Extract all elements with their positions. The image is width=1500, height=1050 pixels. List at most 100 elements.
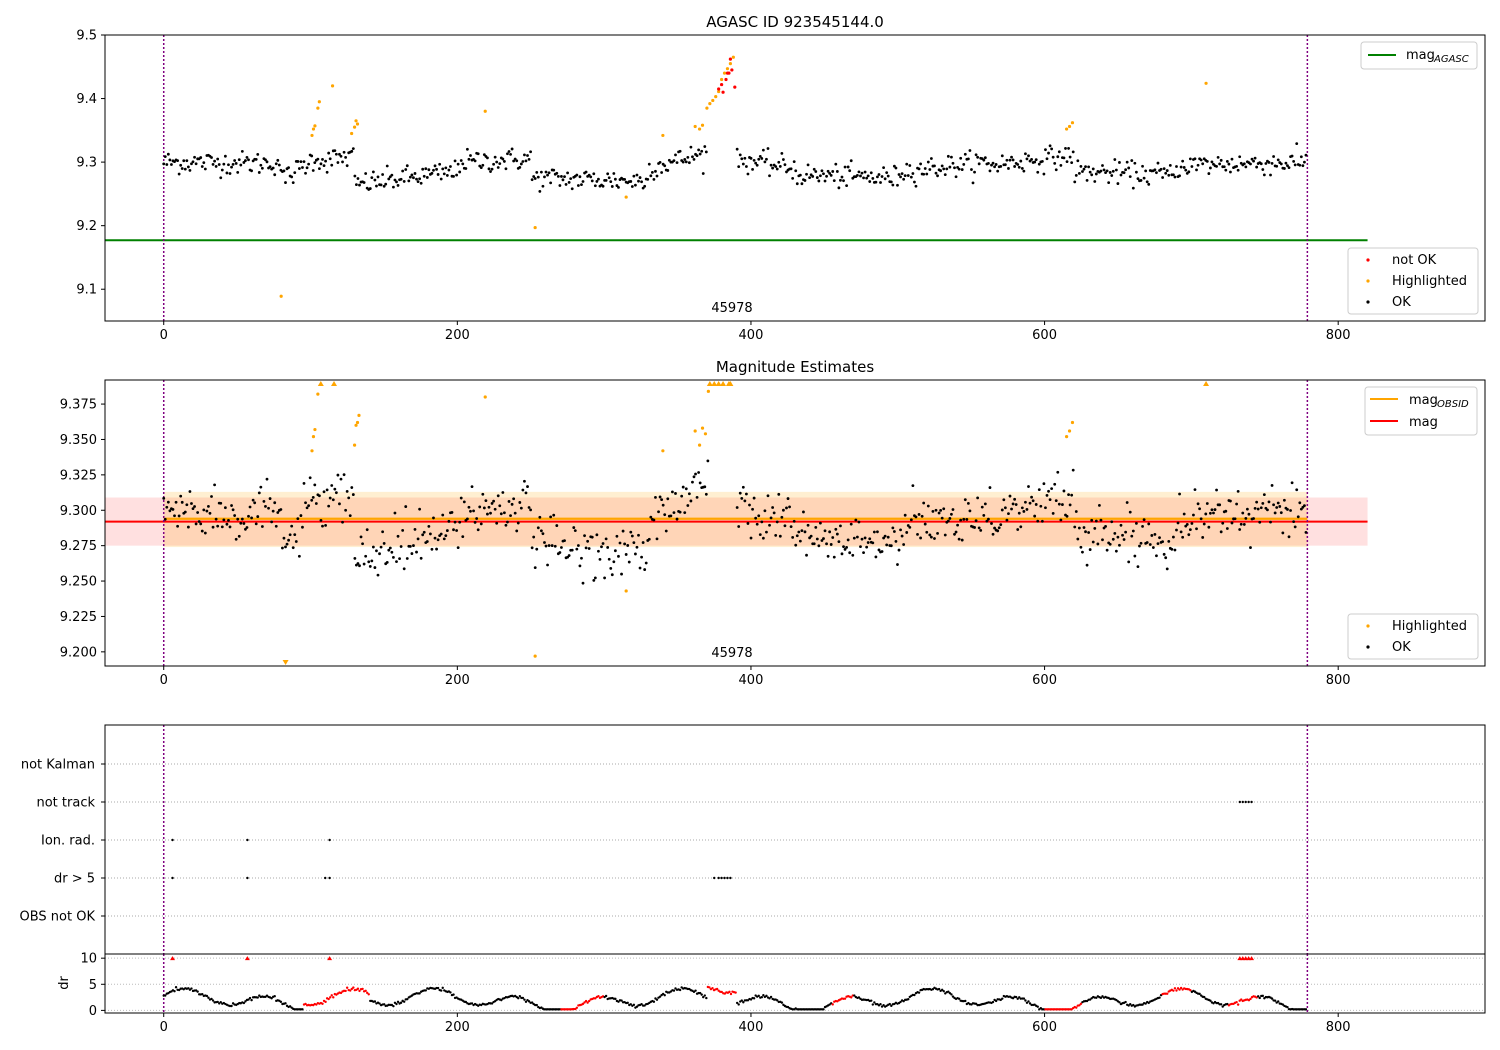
ok-point [1290, 481, 1294, 485]
ok-point [533, 566, 537, 570]
ok-point [339, 477, 343, 481]
ok-point [1088, 170, 1092, 174]
flag-category-label: not Kalman [21, 758, 95, 773]
y-tick-label: 9.225 [60, 610, 97, 625]
ok-point [1171, 535, 1175, 539]
ok-point [1108, 171, 1112, 174]
ok-point [1270, 484, 1274, 487]
ok-point [1242, 162, 1246, 166]
ok-point [592, 579, 596, 582]
ok-point [968, 149, 972, 152]
ok-point [1293, 163, 1297, 167]
ok-point [227, 518, 230, 522]
ok-point [1121, 533, 1124, 537]
ok-point [256, 515, 260, 518]
ok-point [946, 519, 950, 523]
ok-point [905, 162, 909, 166]
ok-point [1175, 165, 1178, 168]
highlighted-point [714, 95, 718, 99]
ok-point [287, 166, 290, 170]
ok-point [906, 174, 910, 177]
ok-point [225, 522, 229, 526]
ok-point [638, 566, 642, 570]
dr-point [406, 997, 409, 1001]
dr-point [614, 997, 617, 1001]
ok-point [939, 508, 943, 512]
ok-point [176, 524, 179, 528]
highlighted-point [316, 106, 320, 110]
ok-point [188, 490, 192, 493]
ok-point [597, 549, 600, 553]
ok-point [1057, 502, 1061, 506]
ok-point [419, 556, 423, 560]
ok-point [163, 517, 167, 521]
ok-point [506, 520, 509, 524]
ok-point [271, 509, 275, 513]
flag-point [1244, 800, 1247, 804]
ok-point [835, 170, 839, 173]
ok-point [1010, 155, 1013, 159]
ok-point [694, 472, 697, 476]
dr-point [284, 1002, 287, 1005]
dr-point [439, 989, 443, 992]
ok-point [1113, 531, 1117, 535]
ok-point [549, 181, 553, 185]
ok-point [640, 180, 643, 184]
dr-point [279, 1000, 283, 1004]
ok-point [606, 172, 610, 176]
ok-point [1042, 482, 1046, 486]
ok-point [896, 183, 899, 187]
ok-point [339, 154, 343, 158]
ok-point [362, 562, 366, 566]
ok-point [840, 175, 844, 179]
ok-point [1040, 159, 1044, 163]
ok-point [842, 179, 845, 183]
ok-point [647, 162, 651, 166]
ok-point [1037, 162, 1041, 166]
ok-point [1062, 489, 1066, 493]
highlighted-point [352, 443, 357, 447]
ok-point [1153, 168, 1157, 172]
ok-point [486, 512, 489, 516]
ok-point [1133, 161, 1137, 165]
ok-point [401, 169, 405, 173]
dr-point [518, 995, 522, 998]
ok-point [307, 504, 311, 508]
ok-point [1188, 528, 1192, 532]
panel-1-legend-upper: mag AGASC [1360, 41, 1478, 70]
ok-point [392, 185, 395, 189]
ok-point [772, 511, 776, 515]
ok-point [1289, 509, 1292, 512]
ok-point [210, 156, 213, 159]
dr-point [164, 994, 167, 997]
ok-point [268, 165, 272, 169]
ok-point [1064, 147, 1067, 150]
dr-point [931, 988, 935, 991]
ok-point [684, 160, 688, 164]
ok-point [381, 173, 385, 176]
ok-point [1005, 158, 1009, 162]
dr-point [1025, 1001, 1029, 1005]
ok-point [814, 170, 818, 173]
ok-point [1016, 528, 1020, 531]
ok-point [763, 509, 767, 513]
ok-point [220, 168, 224, 172]
ok-point [536, 175, 540, 179]
ok-point [1279, 511, 1283, 515]
ok-point [584, 170, 588, 174]
ok-point [982, 513, 986, 517]
ok-point [504, 523, 508, 527]
ok-point [392, 555, 395, 559]
ok-point [521, 160, 525, 163]
ok-point [641, 541, 645, 544]
ok-point [1084, 165, 1087, 169]
dr-point [1132, 1003, 1135, 1007]
ok-point [686, 504, 690, 507]
ok-point [652, 518, 656, 522]
ok-point [1304, 153, 1308, 157]
dr-point [640, 1003, 643, 1006]
ok-point [379, 545, 383, 549]
ok-point [706, 459, 710, 463]
